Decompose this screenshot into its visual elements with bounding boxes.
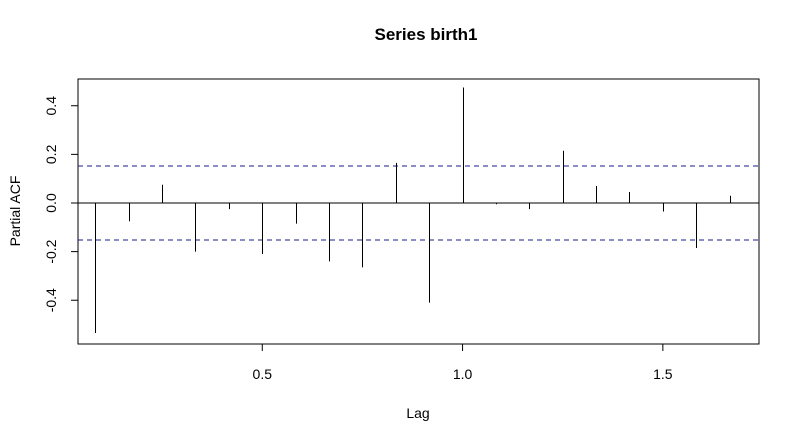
y-tick-label: -0.4 xyxy=(43,288,59,312)
plot-marks xyxy=(78,87,759,334)
chart-title: Series birth1 xyxy=(375,25,478,44)
plot-frame xyxy=(77,78,760,345)
x-tick-label: 1.5 xyxy=(653,366,673,382)
x-axis-label: Lag xyxy=(406,405,429,421)
y-tick-label: 0.0 xyxy=(43,193,59,213)
y-tick-label: 0.2 xyxy=(43,144,59,164)
y-axis: -0.4 -0.2 0.0 0.2 0.4 xyxy=(43,96,78,312)
y-axis-label: Partial ACF xyxy=(7,176,23,247)
x-tick-label: 0.5 xyxy=(253,366,273,382)
y-tick-label: -0.2 xyxy=(43,239,59,263)
x-axis: 0.5 1.0 1.5 xyxy=(253,344,673,382)
x-tick-label: 1.0 xyxy=(453,366,473,382)
y-tick-label: 0.4 xyxy=(43,96,59,116)
